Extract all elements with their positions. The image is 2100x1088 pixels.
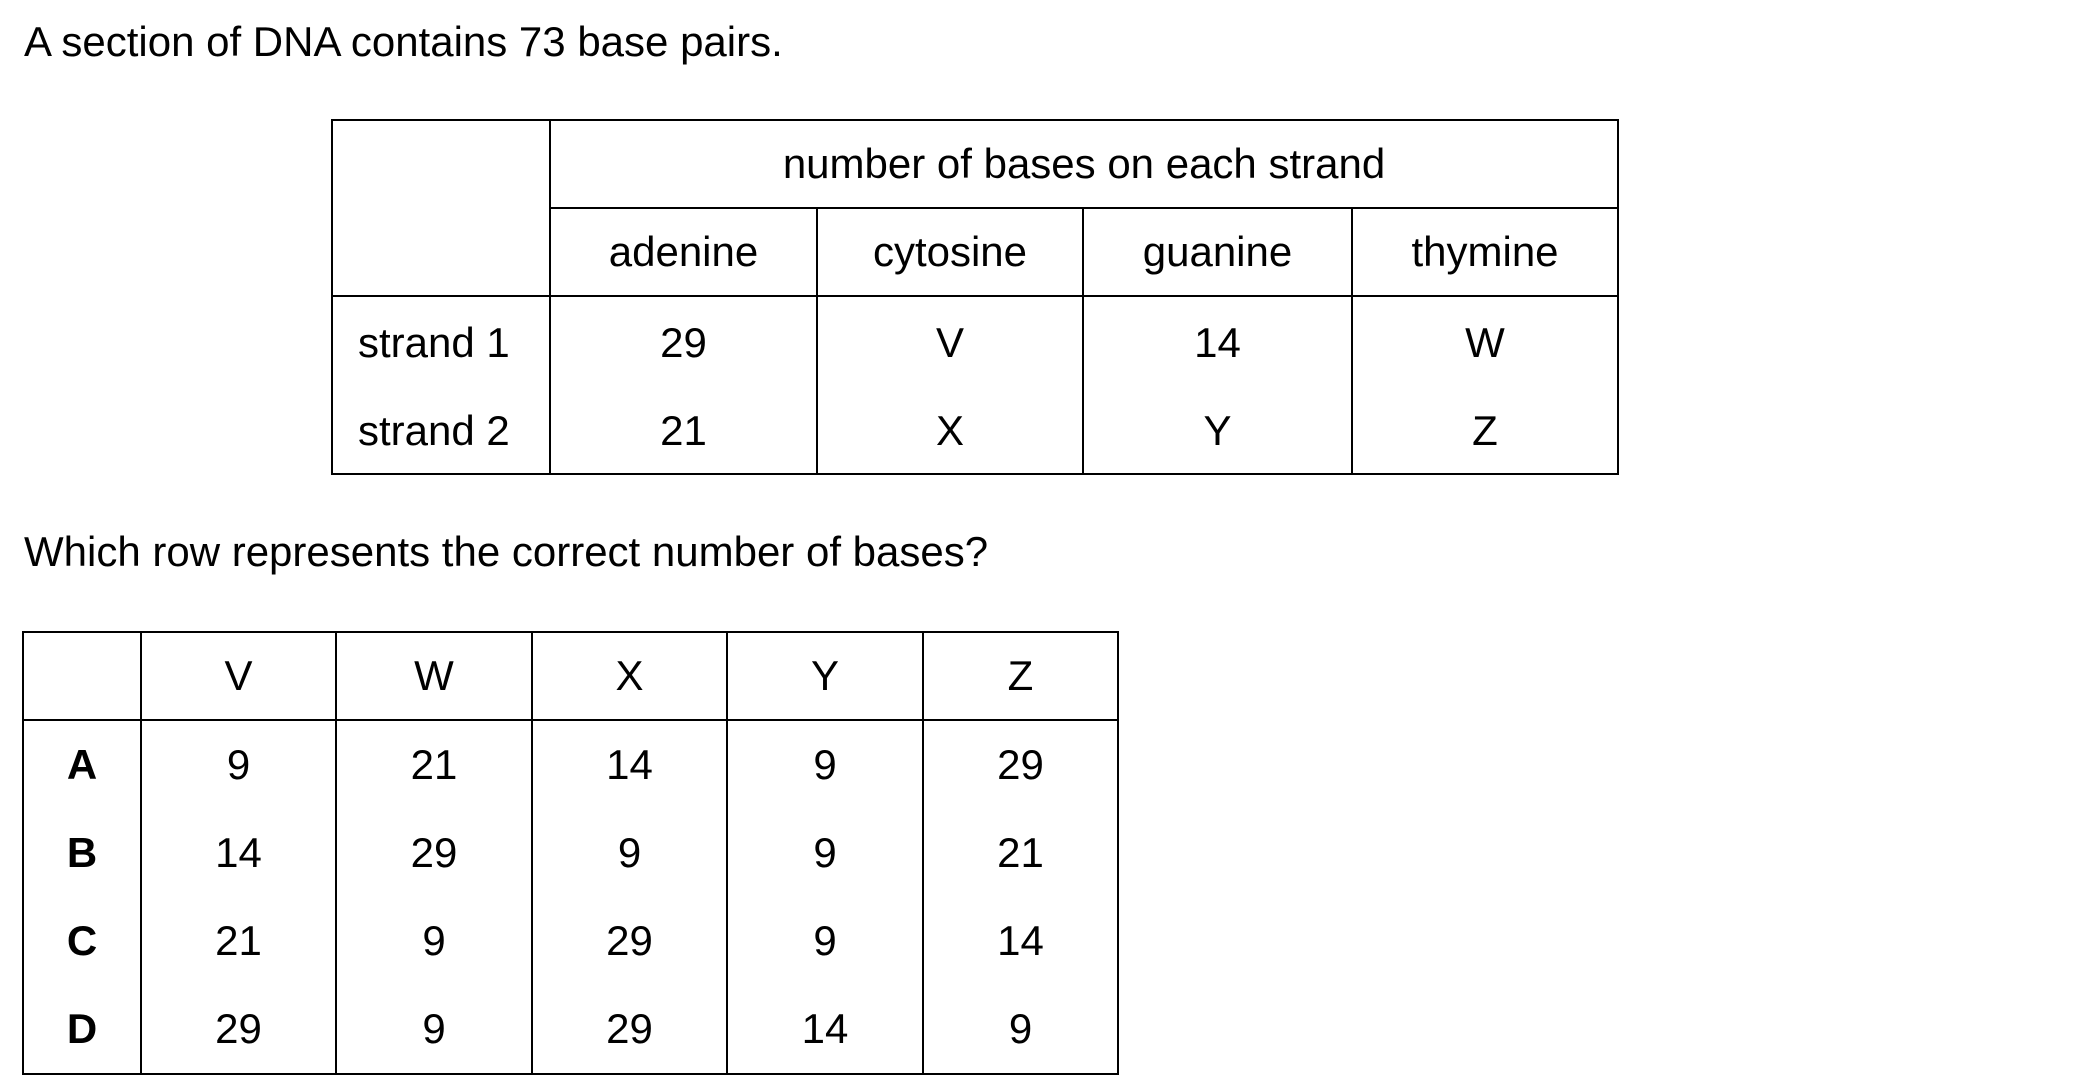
options-table-corner <box>22 631 142 721</box>
strand-row: strand 2 21 X Y Z <box>331 389 1620 475</box>
strand2-guanine: Y <box>1082 389 1353 475</box>
option-value: 9 <box>922 985 1119 1075</box>
base-header-guanine: guanine <box>1082 207 1353 297</box>
option-value: 29 <box>140 985 337 1075</box>
option-letter: B <box>22 809 142 897</box>
option-value: 21 <box>922 809 1119 897</box>
strand1-guanine: 14 <box>1082 295 1353 389</box>
option-letter: D <box>22 985 142 1075</box>
option-value: 9 <box>335 985 533 1075</box>
option-value: 9 <box>335 897 533 985</box>
option-value: 14 <box>726 985 924 1075</box>
answer-options-table: V W X Y Z A 9 21 14 9 29 B 14 29 9 9 21 … <box>22 631 1119 1075</box>
option-letter: C <box>22 897 142 985</box>
strand-label: strand 1 <box>331 295 551 389</box>
option-row-b[interactable]: B 14 29 9 9 21 <box>22 809 1119 897</box>
option-value: 14 <box>531 719 728 809</box>
option-value: 29 <box>531 897 728 985</box>
option-row-c[interactable]: C 21 9 29 9 14 <box>22 897 1119 985</box>
dna-base-table: number of bases on each strand adenine c… <box>331 119 1620 475</box>
column-header: Z <box>922 631 1119 721</box>
dna-table-corner <box>331 119 551 297</box>
strand2-thymine: Z <box>1350 389 1620 475</box>
option-value: 29 <box>335 809 533 897</box>
option-row-d[interactable]: D 29 9 29 14 9 <box>22 985 1119 1075</box>
strand1-thymine: W <box>1350 295 1620 389</box>
options-header-row: V W X Y Z <box>22 631 1119 721</box>
option-value: 29 <box>922 719 1119 809</box>
strand2-adenine: 21 <box>549 389 818 475</box>
base-header-thymine: thymine <box>1350 207 1620 297</box>
option-value: 9 <box>140 719 337 809</box>
option-letter: A <box>22 719 142 809</box>
question-text: Which row represents the correct number … <box>24 528 989 575</box>
option-value: 9 <box>531 809 728 897</box>
column-header: V <box>140 631 337 721</box>
strand2-cytosine: X <box>816 389 1084 475</box>
option-row-a[interactable]: A 9 21 14 9 29 <box>22 719 1119 809</box>
column-header: W <box>335 631 533 721</box>
base-header-cytosine: cytosine <box>816 207 1084 297</box>
column-header: Y <box>726 631 924 721</box>
option-value: 21 <box>335 719 533 809</box>
strand-label: strand 2 <box>331 389 551 475</box>
strand1-adenine: 29 <box>549 295 818 389</box>
option-value: 21 <box>140 897 337 985</box>
option-value: 9 <box>726 719 924 809</box>
strand-row: strand 1 29 V 14 W <box>331 295 1620 389</box>
option-value: 9 <box>726 897 924 985</box>
option-value: 29 <box>531 985 728 1075</box>
option-value: 9 <box>726 809 924 897</box>
base-header-adenine: adenine <box>549 207 818 297</box>
intro-text: A section of DNA contains 73 base pairs. <box>24 18 783 65</box>
option-value: 14 <box>922 897 1119 985</box>
option-value: 14 <box>140 809 337 897</box>
column-header: X <box>531 631 728 721</box>
dna-group-header: number of bases on each strand <box>548 119 1620 209</box>
strand1-cytosine: V <box>816 295 1084 389</box>
